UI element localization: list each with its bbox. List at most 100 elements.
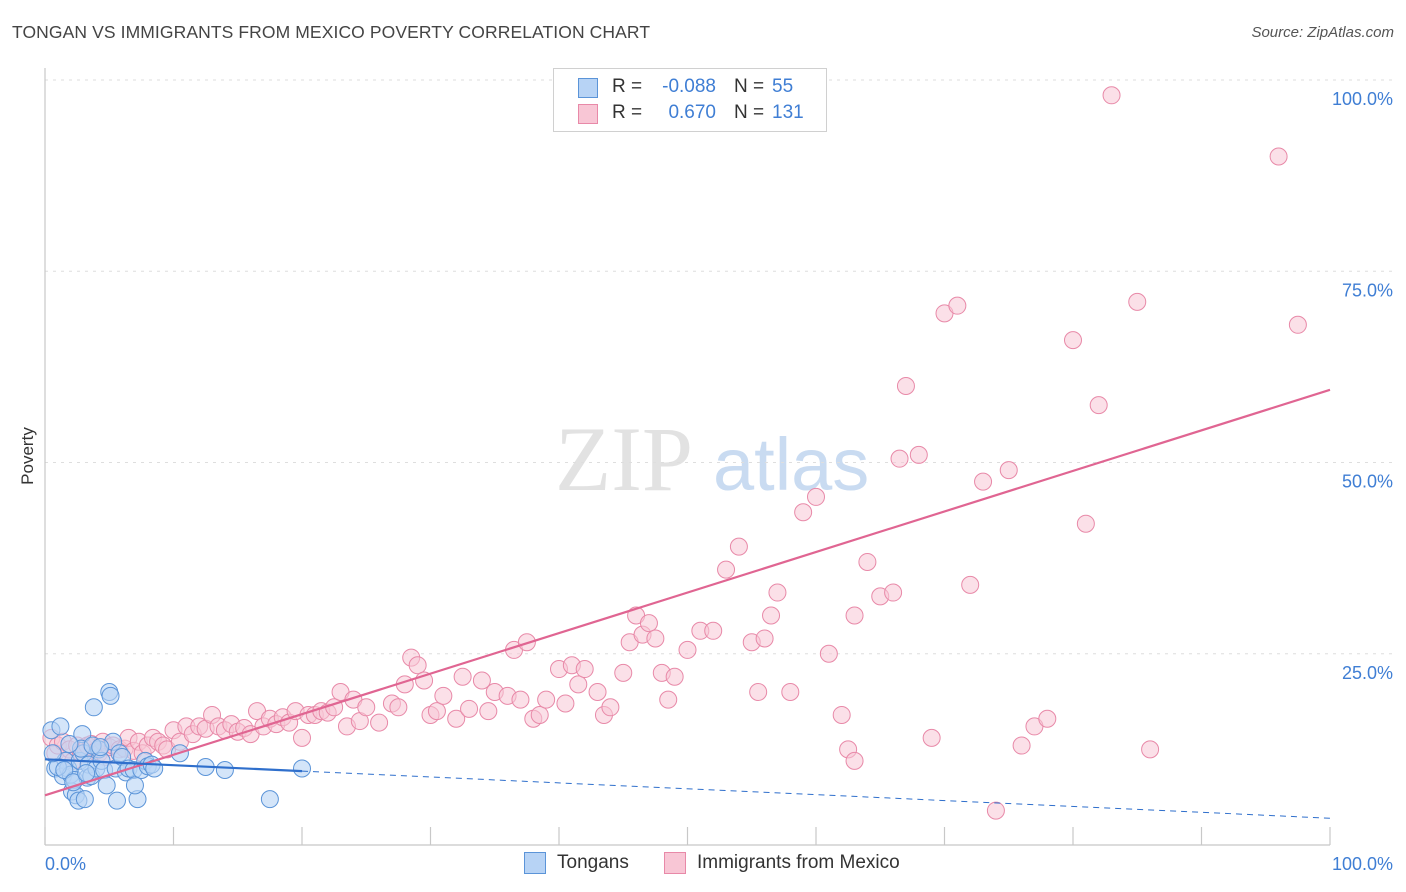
n-label: N = [734,102,765,123]
mexico-point [909,445,928,464]
mexico-point [389,698,408,717]
mexico-point [460,699,479,718]
mexico-point [678,640,697,659]
tongans-point [97,776,116,795]
tongans-legend-swatch [524,852,546,874]
legend-label: Immigrants from Mexico [697,852,900,873]
mexico-point [807,487,825,506]
mexico-point [556,694,575,713]
mexico-point [472,671,491,690]
mexico-point [479,702,498,721]
mexico-point [357,698,376,717]
n-value: 131 [772,102,804,123]
mexico-point [896,377,915,395]
x-tick-label-max: 100.0% [1332,854,1393,874]
mexico-point [986,801,1005,820]
mexico-point [1141,740,1160,759]
mexico-point [646,629,665,648]
legend-label: Tongans [557,852,629,873]
mexico-point [845,751,864,770]
tongans-point [101,686,120,705]
mexico-point [659,690,678,709]
mexico-point [961,575,980,594]
mexico-point [890,449,909,468]
mexico-point [1012,736,1031,755]
tongans-point [43,744,62,763]
n-label: N = [734,76,765,97]
mexico-point [537,690,556,709]
mexico-point [1064,331,1082,350]
mexico-point [717,560,736,579]
mexico-point [884,583,903,602]
n-value: 55 [772,76,794,97]
trend-lines [44,388,1331,819]
mexico-point [845,606,864,625]
mexico-point [427,702,446,721]
mexico-point [447,709,466,728]
y-tick-label: 100.0% [1332,89,1393,109]
mexico-point [729,537,748,556]
y-tick-label: 75.0% [1342,280,1393,300]
mexico-point [999,461,1018,480]
mexico-point [832,705,851,724]
mexico-point [530,705,549,724]
source-credit: Source: ZipAtlas.com [1251,24,1394,41]
tongans-point [77,764,96,783]
mexico-point [511,690,530,709]
tongans-point [260,790,279,809]
x-tick-label-min: 0.0% [45,854,86,874]
mexico-point [434,686,453,705]
mexico-point [781,683,800,701]
tongans-point [215,761,234,780]
mexico-point [665,667,684,686]
tongans-point [75,790,94,809]
mexico-point [858,552,877,571]
mexico-point [1076,514,1095,533]
mexico-point [639,614,658,633]
mexico-point [1128,292,1147,311]
tongans-point [91,738,110,757]
tongans-point [55,761,74,780]
mexico-point [575,660,594,679]
mexico-point [370,713,389,732]
mexico-swatch [578,104,598,124]
mexico-point [749,683,768,701]
mexico-point [588,683,607,701]
tongans-point [293,759,311,778]
mexico-point [614,663,633,682]
tongans-point [84,698,103,717]
mexico-point [1269,147,1288,166]
mexico-point [922,728,941,747]
mexico-trend-line [44,388,1331,797]
mexico-point [819,644,838,663]
tongans-points [42,683,311,810]
tongans-swatch [578,78,598,98]
mexico-point [1038,709,1057,728]
mexico-point [601,698,620,717]
y-axis-title: Poverty [18,427,37,485]
mexico-point [768,583,787,602]
mexico-point [293,728,311,747]
mexico-point [1102,86,1121,105]
mexico-point [794,503,813,522]
r-label: R = [612,76,643,97]
mexico-legend-swatch [664,852,686,874]
axes [44,68,1331,846]
mexico-point [1089,396,1108,415]
mexico-point [704,621,723,640]
stats-legend: R = -0.088 N = 55 R = 0.670 N = 131 [553,68,827,132]
mexico-point [974,472,993,491]
y-tick-label: 50.0% [1342,472,1393,492]
r-value: 0.670 [668,102,716,123]
tongans-trend-line [44,758,303,773]
tongans-point [60,735,79,754]
r-value: -0.088 [662,76,716,97]
chart-title: TONGAN VS IMMIGRANTS FROM MEXICO POVERTY… [12,22,651,42]
tongans-point [125,776,144,795]
tongans-trend-extension [301,770,1331,819]
mexico-point [453,667,472,686]
watermark-atlas: atlas [713,423,869,506]
tongans-point [107,791,126,810]
mexico-point [755,629,774,648]
tongans-point [64,773,83,792]
